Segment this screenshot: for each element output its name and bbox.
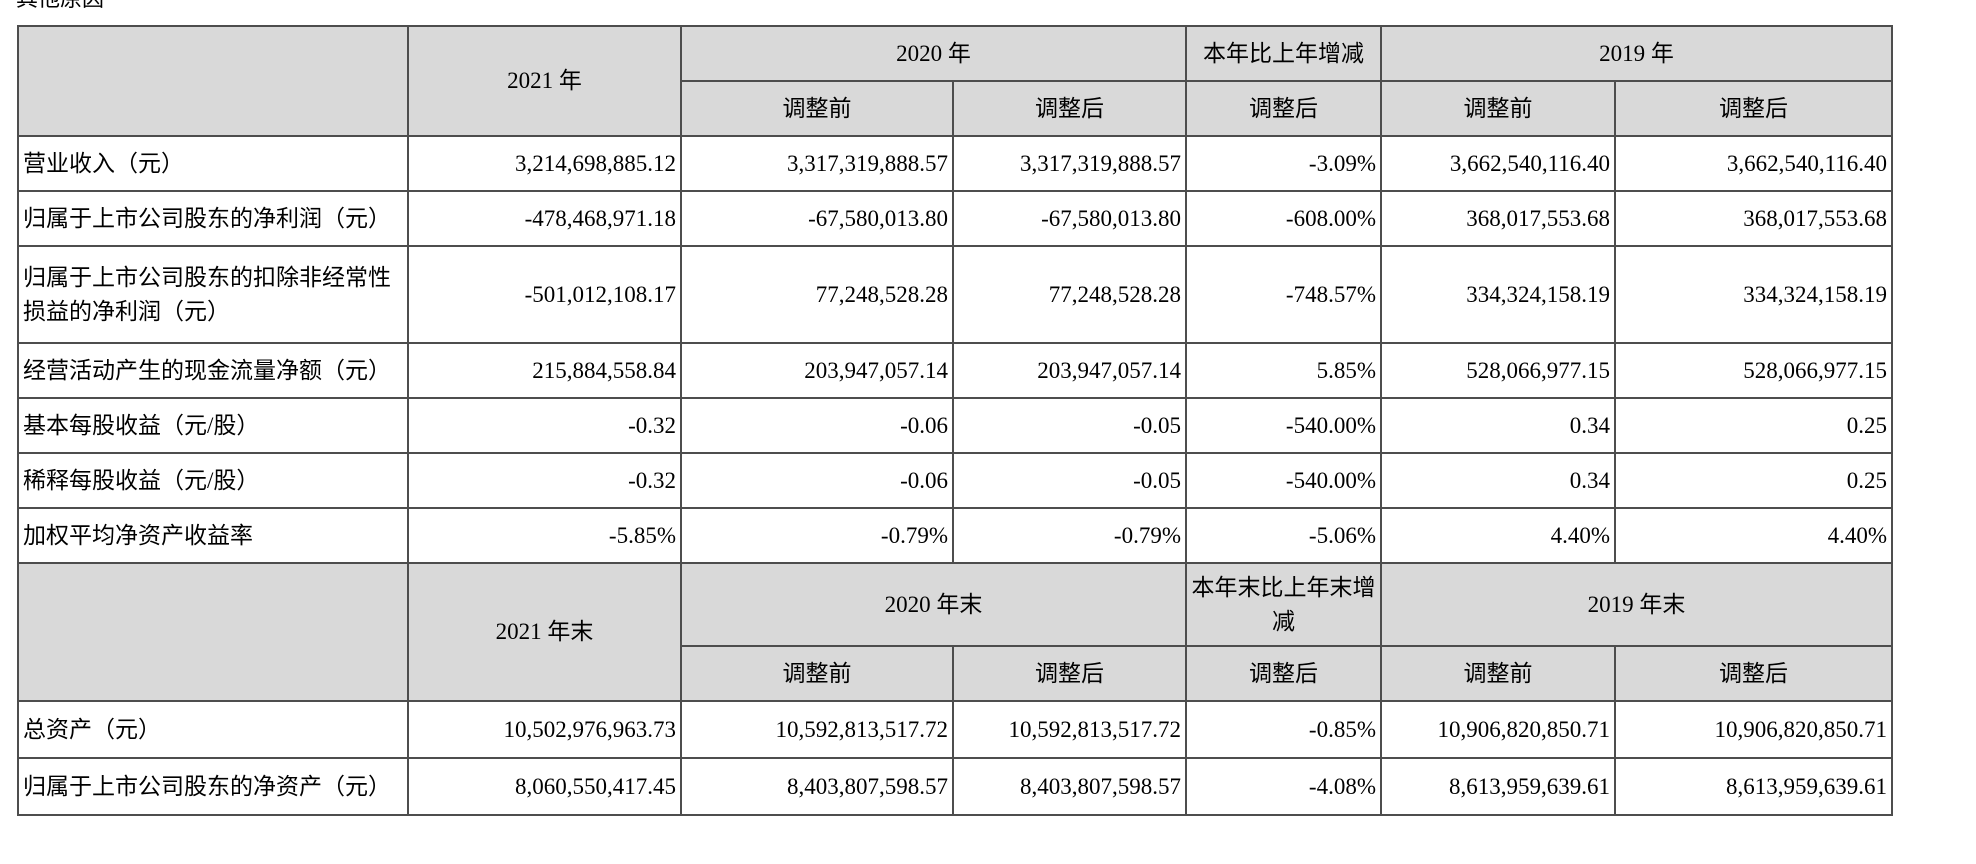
value-change: -0.85% <box>1185 700 1382 759</box>
row-label: 归属于上市公司股东的净利润（元） <box>17 190 409 247</box>
value-2019-before: 368,017,553.68 <box>1380 190 1616 247</box>
value-2020-before: 10,592,813,517.72 <box>680 700 954 759</box>
value-change: -540.00% <box>1185 397 1382 454</box>
header-blank-cell <box>17 562 409 702</box>
value-2021: -501,012,108.17 <box>407 245 682 344</box>
value-2020-after: 77,248,528.28 <box>952 245 1187 344</box>
table-row: 归属于上市公司股东的净资产（元） 8,060,550,417.45 8,403,… <box>17 757 1893 816</box>
header-2020-before: 调整前 <box>680 80 954 137</box>
header-row-3: 2021 年末 2020 年末 本年末比上年末增减 2019 年末 <box>17 562 1893 702</box>
header-2019-before: 调整前 <box>1380 80 1616 137</box>
value-change: -4.08% <box>1185 757 1382 816</box>
value-2021: 10,502,976,963.73 <box>407 700 682 759</box>
row-label: 基本每股收益（元/股） <box>17 397 409 454</box>
value-2020-after: -67,580,013.80 <box>952 190 1187 247</box>
value-2020-after: 203,947,057.14 <box>952 342 1187 399</box>
header-2020-end: 2020 年末 <box>680 562 1187 647</box>
value-2019-before: 334,324,158.19 <box>1380 245 1616 344</box>
header-2020-after: 调整后 <box>952 80 1187 137</box>
header-change: 本年比上年增减 <box>1185 25 1382 82</box>
value-2019-before: 10,906,820,850.71 <box>1380 700 1616 759</box>
value-2020-after: -0.79% <box>952 507 1187 564</box>
value-change: -3.09% <box>1185 135 1382 192</box>
table-row: 经营活动产生的现金流量净额（元） 215,884,558.84 203,947,… <box>17 342 1893 399</box>
value-2021: -478,468,971.18 <box>407 190 682 247</box>
header-row-1: 2021 年 2020 年 本年比上年增减 2019 年 <box>17 25 1893 137</box>
value-2019-before: 0.34 <box>1380 452 1616 509</box>
row-label: 总资产（元） <box>17 700 409 759</box>
value-change: -748.57% <box>1185 245 1382 344</box>
value-2020-before: -0.06 <box>680 397 954 454</box>
value-2020-before: 203,947,057.14 <box>680 342 954 399</box>
table-row: 归属于上市公司股东的扣除非经常性损益的净利润（元） -501,012,108.1… <box>17 245 1893 344</box>
header-2021-end: 2021 年末 <box>407 562 682 702</box>
value-2020-after: 10,592,813,517.72 <box>952 700 1187 759</box>
value-2020-after: -0.05 <box>952 397 1187 454</box>
header-change-end: 本年末比上年末增减 <box>1185 562 1382 647</box>
table-row: 稀释每股收益（元/股） -0.32 -0.06 -0.05 -540.00% 0… <box>17 452 1893 509</box>
value-change: -540.00% <box>1185 452 1382 509</box>
value-2021: -5.85% <box>407 507 682 564</box>
row-label: 稀释每股收益（元/股） <box>17 452 409 509</box>
value-2019-before: 4.40% <box>1380 507 1616 564</box>
header-2019: 2019 年 <box>1380 25 1893 82</box>
value-2019-before: 8,613,959,639.61 <box>1380 757 1616 816</box>
value-2019-after: 3,662,540,116.40 <box>1614 135 1893 192</box>
header-2021: 2021 年 <box>407 25 682 137</box>
header-2020-end-after: 调整后 <box>952 645 1187 702</box>
value-2019-before: 0.34 <box>1380 397 1616 454</box>
header-change-end-after: 调整后 <box>1185 645 1382 702</box>
value-2020-after: 3,317,319,888.57 <box>952 135 1187 192</box>
value-2019-after: 0.25 <box>1614 397 1893 454</box>
value-2019-after: 8,613,959,639.61 <box>1614 757 1893 816</box>
row-label: 经营活动产生的现金流量净额（元） <box>17 342 409 399</box>
header-2020: 2020 年 <box>680 25 1187 82</box>
row-label: 归属于上市公司股东的扣除非经常性损益的净利润（元） <box>17 245 409 344</box>
header-row-4: 调整前 调整后 调整后 调整前 调整后 <box>18 645 1893 702</box>
header-2019-end-after: 调整后 <box>1614 645 1893 702</box>
header-blank-cell <box>17 25 409 137</box>
value-2019-after: 4.40% <box>1614 507 1893 564</box>
table-row: 基本每股收益（元/股） -0.32 -0.06 -0.05 -540.00% 0… <box>17 397 1893 454</box>
financial-indicators-table: 2021 年 2020 年 本年比上年增减 2019 年 调整前 调整后 调整后… <box>17 25 1893 816</box>
header-2019-after: 调整后 <box>1614 80 1893 137</box>
value-2019-before: 528,066,977.15 <box>1380 342 1616 399</box>
value-change: -5.06% <box>1185 507 1382 564</box>
row-label: 加权平均净资产收益率 <box>17 507 409 564</box>
value-2021: 3,214,698,885.12 <box>407 135 682 192</box>
header-change-after: 调整后 <box>1185 80 1382 137</box>
header-2019-end-before: 调整前 <box>1380 645 1616 702</box>
table-row: 营业收入（元） 3,214,698,885.12 3,317,319,888.5… <box>17 135 1893 192</box>
value-2020-before: 3,317,319,888.57 <box>680 135 954 192</box>
value-2020-before: -0.06 <box>680 452 954 509</box>
value-2019-after: 528,066,977.15 <box>1614 342 1893 399</box>
value-2019-after: 334,324,158.19 <box>1614 245 1893 344</box>
value-2020-before: 77,248,528.28 <box>680 245 954 344</box>
table-row: 加权平均净资产收益率 -5.85% -0.79% -0.79% -5.06% 4… <box>17 507 1893 564</box>
value-2020-before: 8,403,807,598.57 <box>680 757 954 816</box>
section-heading: 其他原因 <box>16 0 104 12</box>
value-2020-after: 8,403,807,598.57 <box>952 757 1187 816</box>
row-label: 营业收入（元） <box>17 135 409 192</box>
value-2021: -0.32 <box>407 397 682 454</box>
header-row-2: 调整前 调整后 调整后 调整前 调整后 <box>18 80 1893 137</box>
row-label: 归属于上市公司股东的净资产（元） <box>17 757 409 816</box>
value-change: -608.00% <box>1185 190 1382 247</box>
value-2021: 8,060,550,417.45 <box>407 757 682 816</box>
value-2019-after: 0.25 <box>1614 452 1893 509</box>
header-2020-end-before: 调整前 <box>680 645 954 702</box>
value-2019-after: 10,906,820,850.71 <box>1614 700 1893 759</box>
header-2019-end: 2019 年末 <box>1380 562 1893 647</box>
value-2019-before: 3,662,540,116.40 <box>1380 135 1616 192</box>
value-2020-before: -0.79% <box>680 507 954 564</box>
value-change: 5.85% <box>1185 342 1382 399</box>
table-row: 归属于上市公司股东的净利润（元） -478,468,971.18 -67,580… <box>17 190 1893 247</box>
value-2021: -0.32 <box>407 452 682 509</box>
value-2020-before: -67,580,013.80 <box>680 190 954 247</box>
table-row: 总资产（元） 10,502,976,963.73 10,592,813,517.… <box>17 700 1893 759</box>
value-2020-after: -0.05 <box>952 452 1187 509</box>
value-2019-after: 368,017,553.68 <box>1614 190 1893 247</box>
value-2021: 215,884,558.84 <box>407 342 682 399</box>
